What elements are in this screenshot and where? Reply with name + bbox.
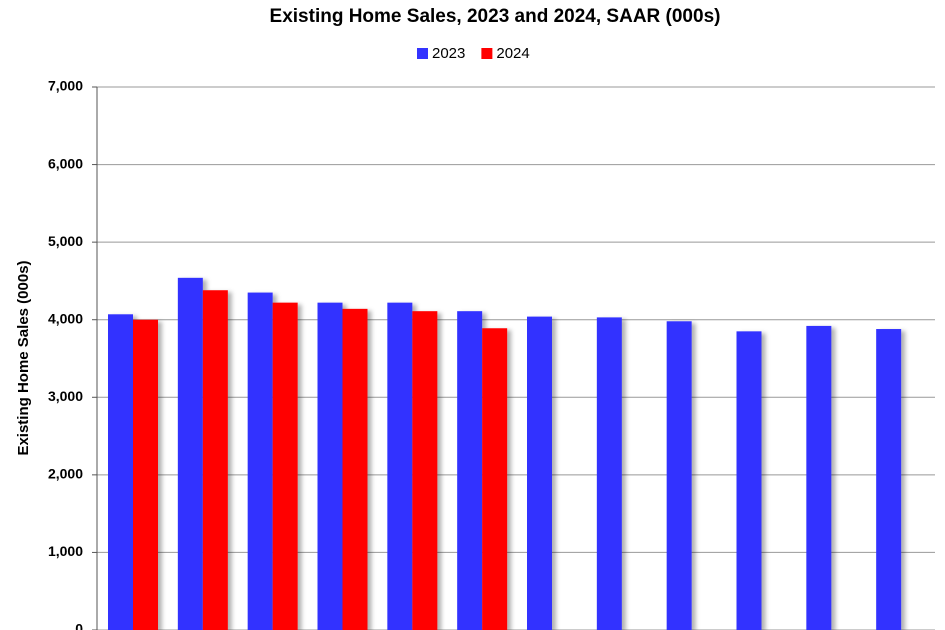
legend: 2023 2024	[417, 45, 530, 62]
bar	[666, 321, 692, 630]
legend-swatch	[417, 48, 428, 59]
y-tick-label: 6,000	[48, 155, 83, 171]
bar	[736, 331, 762, 630]
bar	[177, 277, 203, 630]
bar	[317, 302, 343, 630]
legend-label: 2023	[432, 45, 465, 62]
bar	[482, 328, 508, 630]
chart-title: Existing Home Sales, 2023 and 2024, SAAR…	[270, 6, 721, 27]
bar	[806, 325, 832, 630]
bar	[527, 316, 552, 630]
legend-swatch	[481, 48, 493, 59]
y-tick-label: 3,000	[48, 388, 83, 404]
y-tick-label: 5,000	[48, 233, 83, 249]
y-tick-label: 4,000	[48, 310, 83, 326]
legend-label: 2024	[496, 45, 529, 62]
grid: 0 1,000 2,000 3,000 4,000 5,000 6,000 7,000	[48, 78, 935, 630]
bar	[342, 308, 368, 630]
bar	[412, 311, 438, 630]
bar	[133, 319, 158, 630]
bar	[108, 314, 133, 630]
bar	[272, 302, 298, 630]
bar	[387, 302, 413, 630]
y-tick-label: 2,000	[48, 466, 83, 482]
bars	[108, 277, 902, 630]
bar	[876, 329, 902, 630]
y-tick-label: 1,000	[48, 543, 83, 559]
y-tick-label: 7,000	[48, 78, 83, 94]
bar	[247, 292, 273, 630]
y-tick-label: 0	[75, 621, 83, 630]
bar	[596, 317, 622, 630]
bar	[202, 290, 228, 630]
bar	[457, 311, 483, 630]
y-axis-label: Existing Home Sales (000s)	[15, 260, 32, 455]
